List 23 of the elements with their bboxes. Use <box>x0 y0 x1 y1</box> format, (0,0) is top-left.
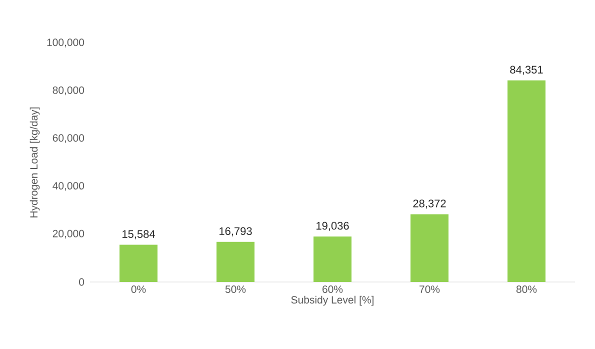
x-tick-label: 0% <box>131 286 146 293</box>
bar <box>314 236 352 282</box>
data-label: 15,584 <box>122 230 155 240</box>
x-tick-label: 70% <box>420 286 440 293</box>
y-axis-title: Hydrogen Load [kg/day] <box>30 108 40 218</box>
bar <box>410 214 448 282</box>
y-tick-label: 80,000 <box>52 86 84 96</box>
x-tick-label: 60% <box>322 286 343 293</box>
data-label: 16,793 <box>220 227 252 236</box>
y-tick-label: 60,000 <box>52 134 84 143</box>
data-label: 28,372 <box>413 200 446 209</box>
x-tick-label: 50% <box>225 286 246 293</box>
data-label: 84,351 <box>510 66 543 75</box>
y-tick-label: 20,000 <box>52 230 84 239</box>
y-tick-label: 100,000 <box>47 38 84 48</box>
y-tick-label: 0 <box>79 278 84 286</box>
bar <box>120 244 158 282</box>
data-label: 19,036 <box>316 222 349 231</box>
x-tick-label: 80% <box>516 286 537 293</box>
x-axis-title: Subsidy Level [%] <box>291 296 374 306</box>
bar <box>216 242 254 282</box>
bar <box>507 80 546 282</box>
y-tick-label: 40,000 <box>52 182 84 191</box>
